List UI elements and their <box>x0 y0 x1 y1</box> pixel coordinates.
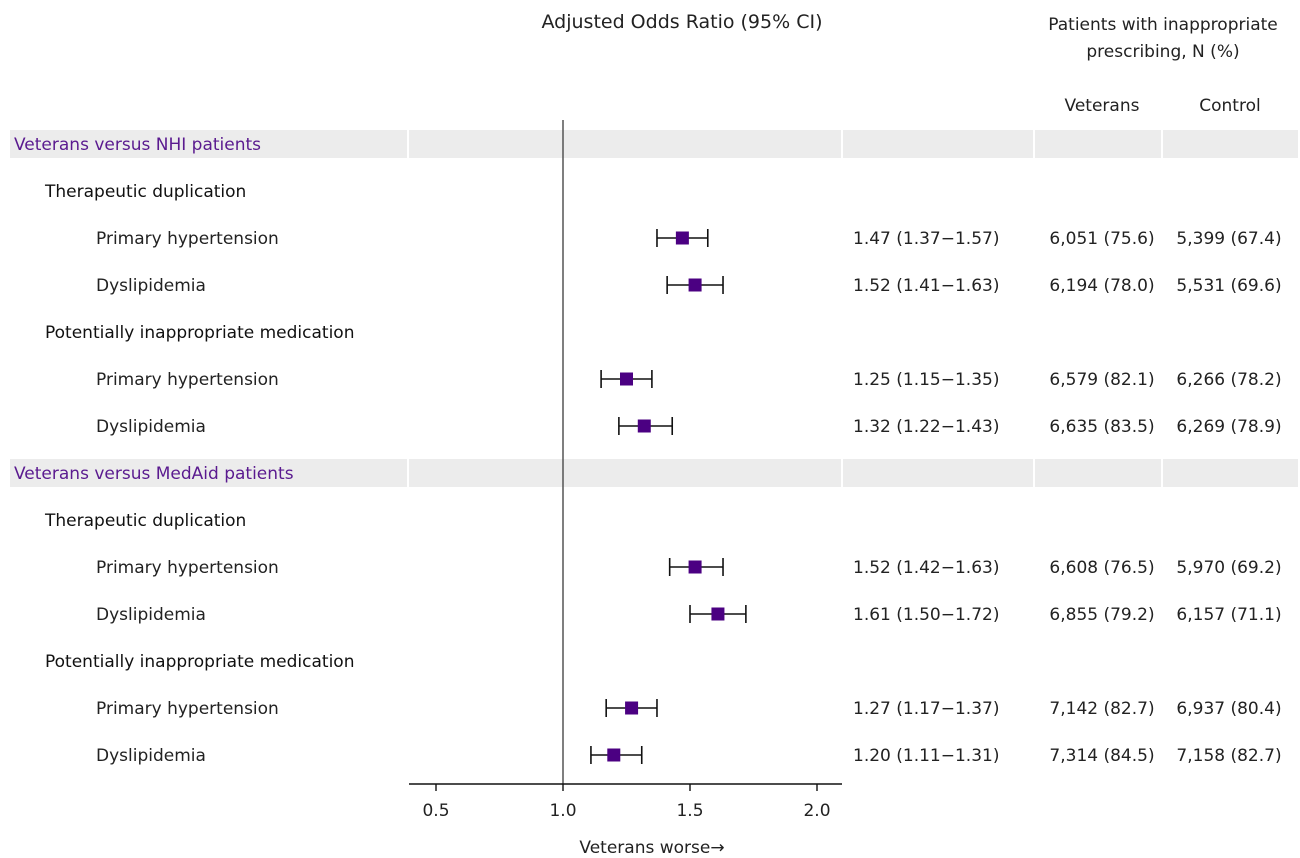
veterans-count: 7,142 (82.7) <box>1049 699 1154 719</box>
item-label: Dyslipidemia <box>96 276 206 296</box>
item-label: Dyslipidemia <box>96 417 206 437</box>
odds-ratio-text: 1.61 (1.50−1.72) <box>853 605 999 625</box>
control-count: 5,970 (69.2) <box>1176 558 1281 578</box>
section-label: Veterans versus NHI patients <box>14 135 261 155</box>
control-column-header: Control <box>1199 96 1260 116</box>
control-count: 6,937 (80.4) <box>1176 699 1281 719</box>
odds-ratio-marker <box>675 231 689 245</box>
row-labels: Veterans versus NHI patients Therapeutic … <box>14 135 1282 766</box>
group-label: Therapeutic duplication <box>44 182 246 202</box>
control-count: 5,399 (67.4) <box>1176 229 1281 249</box>
veterans-count: 6,855 (79.2) <box>1049 605 1154 625</box>
control-count: 5,531 (69.6) <box>1176 276 1281 296</box>
section-label: Veterans versus MedAid patients <box>14 464 294 484</box>
group-label: Therapeutic duplication <box>44 511 246 531</box>
veterans-count: 6,051 (75.6) <box>1049 229 1154 249</box>
odds-ratio-marker <box>620 372 633 386</box>
odds-ratio-marker <box>688 278 702 292</box>
veterans-count: 6,194 (78.0) <box>1049 276 1154 296</box>
odds-ratio-text: 1.32 (1.22−1.43) <box>853 417 999 437</box>
odds-ratio-text: 1.47 (1.37−1.57) <box>853 229 999 249</box>
group-label: Potentially inappropriate medication <box>45 323 355 343</box>
item-label: Primary hypertension <box>96 558 279 578</box>
plot-marks <box>590 229 747 764</box>
control-count: 6,157 (71.1) <box>1176 605 1281 625</box>
x-tick-label: 1.5 <box>676 801 703 821</box>
odds-ratio-text: 1.20 (1.11−1.31) <box>853 746 999 766</box>
section-bands <box>10 130 1298 487</box>
odds-ratio-text: 1.52 (1.42−1.63) <box>853 558 999 578</box>
control-count: 6,266 (78.2) <box>1176 370 1281 390</box>
x-tick-label: 1.0 <box>549 801 576 821</box>
section-band <box>10 459 1298 487</box>
odds-ratio-text: 1.25 (1.15−1.35) <box>853 370 999 390</box>
chart-title: Adjusted Odds Ratio (95% CI) <box>542 11 823 33</box>
odds-ratio-marker <box>637 419 651 433</box>
section-band <box>10 130 1298 158</box>
x-tick-label: 0.5 <box>422 801 449 821</box>
item-label: Primary hypertension <box>96 370 279 390</box>
odds-ratio-marker <box>688 560 702 574</box>
veterans-column-header: Veterans <box>1065 96 1140 116</box>
odds-ratio-text: 1.52 (1.41−1.63) <box>853 276 999 296</box>
veterans-count: 6,608 (76.5) <box>1049 558 1154 578</box>
item-label: Dyslipidemia <box>96 746 206 766</box>
veterans-count: 6,579 (82.1) <box>1049 370 1154 390</box>
odds-ratio-marker <box>625 701 639 715</box>
odds-ratio-text: 1.27 (1.17−1.37) <box>853 699 999 719</box>
control-count: 6,269 (78.9) <box>1176 417 1281 437</box>
counts-header-line-1: Patients with inappropriate <box>1048 15 1277 35</box>
veterans-count: 7,314 (84.5) <box>1049 746 1154 766</box>
x-axis-label: Veterans worse→ <box>579 838 724 858</box>
x-tick-label: 2.0 <box>803 801 830 821</box>
item-label: Dyslipidemia <box>96 605 206 625</box>
x-axis: 0.5 1.0 1.5 2.0 <box>409 783 842 821</box>
veterans-count: 6,635 (83.5) <box>1049 417 1154 437</box>
control-count: 7,158 (82.7) <box>1176 746 1281 766</box>
item-label: Primary hypertension <box>96 699 279 719</box>
group-label: Potentially inappropriate medication <box>45 652 355 672</box>
odds-ratio-marker <box>711 607 725 621</box>
odds-ratio-marker <box>607 748 621 762</box>
counts-header-line-2: prescribing, N (%) <box>1086 42 1239 62</box>
item-label: Primary hypertension <box>96 229 279 249</box>
